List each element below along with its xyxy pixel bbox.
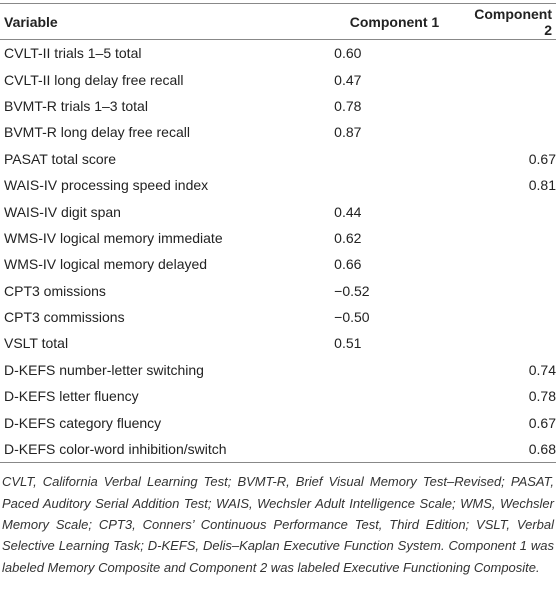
variable-cell: CVLT-II trials 1–5 total	[4, 45, 142, 62]
variable-cell: VSLT total	[4, 335, 69, 352]
loading-cell	[469, 251, 556, 277]
loading-cell: 0.78	[528, 388, 556, 405]
header-cell: Component 2	[468, 3, 556, 40]
loading-cell: 0.62	[334, 229, 362, 246]
loading-cell	[290, 409, 469, 435]
loading-cell: 0.81	[528, 177, 556, 194]
variable-cell: BVMT-R trials 1–3 total	[4, 97, 148, 114]
variable-cell: WMS-IV logical memory immediate	[4, 229, 223, 246]
loading-cell	[469, 198, 556, 224]
variable-cell: D-KEFS letter fluency	[4, 388, 139, 405]
variable-cell: BVMT-R long delay free recall	[4, 124, 190, 141]
table: Variable Component 1 Component 2 CVLT-II t…	[0, 3, 556, 464]
table-row: PASAT total score 0.67	[0, 146, 556, 172]
loading-cell	[469, 93, 556, 119]
table-row: D-KEFS category fluency 0.67	[0, 409, 556, 435]
table-row: D-KEFS color-word inhibition/switch 0.68	[0, 435, 556, 464]
loading-cell	[469, 66, 556, 92]
table-row: BVMT-R long delay free recall 0.87	[0, 119, 556, 145]
loading-cell	[290, 172, 469, 198]
variable-cell: D-KEFS color-word inhibition/switch	[0, 435, 291, 464]
table-row: CVLT-II long delay free recall 0.47	[0, 66, 556, 92]
loading-cell	[469, 304, 556, 330]
variable-cell: PASAT total score	[4, 150, 117, 167]
loading-cell	[290, 435, 469, 464]
loading-cell: 0.44	[334, 203, 362, 220]
loading-cell: 0.47	[334, 71, 362, 88]
loading-cell: −0.52	[334, 282, 370, 299]
table-row: WAIS-IV processing speed index 0.81	[0, 172, 556, 198]
variable-cell: CVLT-II long delay free recall	[4, 71, 184, 88]
table-row: WAIS-IV digit span 0.44	[0, 198, 556, 224]
loading-cell: 0.68	[468, 435, 556, 464]
loading-cell	[469, 330, 556, 356]
loading-cell	[469, 225, 556, 251]
header-cell: Component 1	[290, 3, 469, 40]
loading-cell: 0.87	[334, 124, 362, 141]
table-row: VSLT total 0.51	[0, 330, 556, 356]
table-row: CPT3 commissions −0.50	[0, 304, 556, 330]
loading-cell: 0.51	[334, 335, 362, 352]
variable-cell: WMS-IV logical memory delayed	[4, 256, 208, 273]
table-row: BVMT-R trials 1–3 total 0.78	[0, 93, 556, 119]
loading-cell: 0.67	[528, 414, 556, 431]
variable-cell: D-KEFS category fluency	[4, 414, 162, 431]
loading-cell: 0.60	[334, 45, 362, 62]
header-cell: Variable	[0, 3, 291, 40]
loading-cell	[290, 383, 469, 409]
variable-cell: D-KEFS number-letter switching	[4, 361, 204, 378]
loading-cell: 0.66	[334, 256, 362, 273]
header-row: Variable Component 1 Component 2	[0, 3, 556, 40]
loading-cell: −0.50	[334, 309, 370, 326]
variable-cell: WAIS-IV digit span	[4, 203, 121, 220]
loading-cell	[469, 278, 556, 304]
table-row: D-KEFS letter fluency 0.78	[0, 383, 556, 409]
loading-cell	[290, 357, 469, 383]
loading-cell: 0.74	[528, 361, 556, 378]
table-body: CVLT-II trials 1–5 total 0.60 CVLT-II long…	[0, 40, 556, 464]
table-row: CVLT-II trials 1–5 total 0.60	[0, 40, 556, 67]
table-head: Variable Component 1 Component 2	[0, 3, 556, 40]
loading-cell	[469, 40, 556, 67]
loading-cell	[469, 119, 556, 145]
table-row: WMS-IV logical memory delayed 0.66	[0, 251, 556, 277]
variable-cell: CPT3 commissions	[4, 309, 125, 326]
variable-cell: WAIS-IV processing speed index	[4, 177, 209, 194]
loading-cell: 0.67	[528, 150, 556, 167]
variable-cell: CPT3 omissions	[4, 282, 106, 299]
table-container: Variable Component 1 Component 2 CVLT-II t…	[0, 3, 556, 575]
loading-cell	[290, 146, 469, 172]
table-row: WMS-IV logical memory immediate 0.62	[0, 225, 556, 251]
table-row: CPT3 omissions −0.52	[0, 278, 556, 304]
footnote: CVLT, California Verbal Learning Test; B…	[2, 474, 554, 575]
loading-cell: 0.78	[334, 97, 362, 114]
table-row: D-KEFS number-letter switching 0.74	[0, 357, 556, 383]
